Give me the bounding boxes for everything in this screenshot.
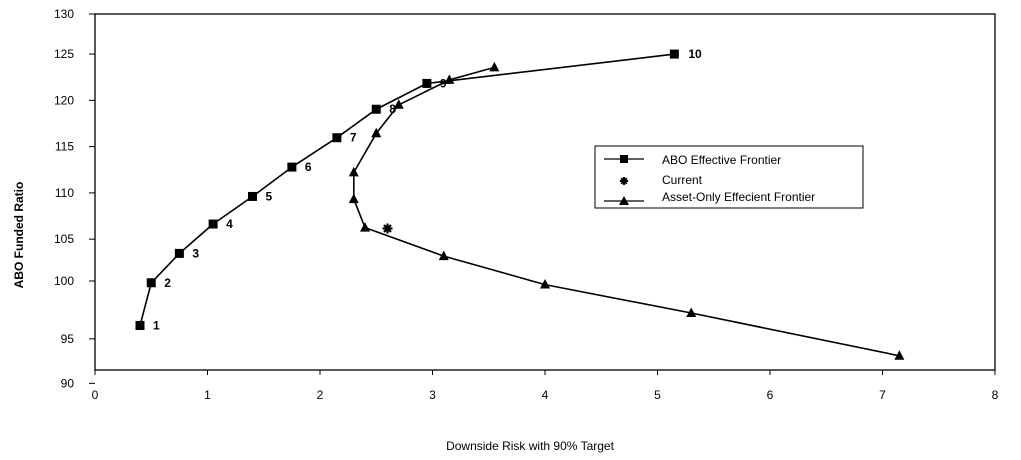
point-label: 4 <box>226 217 233 231</box>
abo-frontier-point <box>135 321 145 330</box>
x-tick-label: 0 <box>92 388 99 402</box>
y-tick-label: 130 <box>54 7 74 21</box>
x-tick-label: 2 <box>317 388 324 402</box>
current-point <box>382 223 393 234</box>
abo-frontier-line <box>139 53 675 326</box>
abo-frontier-point <box>248 191 257 201</box>
asset-only-frontier-point <box>444 74 455 84</box>
abo-frontier-point <box>422 78 432 88</box>
point-label: 7 <box>350 131 357 145</box>
asset-only-frontier-point <box>540 279 550 289</box>
x-tick-label: 4 <box>542 388 549 402</box>
y-tick-label: 90 <box>61 376 75 390</box>
x-tick-label: 5 <box>654 388 661 402</box>
y-tick-label: 100 <box>54 274 74 288</box>
asset-only-frontier-point <box>371 127 382 138</box>
y-tick-label: 120 <box>54 93 74 107</box>
abo-frontier-point <box>146 278 156 288</box>
asset-only-frontier-point <box>438 250 449 261</box>
x-tick-label: 1 <box>204 388 211 402</box>
y-tick-label: 110 <box>55 186 74 200</box>
point-label: 6 <box>305 160 312 174</box>
legend-marker-current <box>620 177 628 185</box>
x-tick-label: 8 <box>992 388 999 402</box>
asset-only-frontier-point <box>348 193 359 204</box>
abo-frontier-point <box>669 49 679 59</box>
point-label: 8 <box>389 102 396 116</box>
asset-only-frontier-line <box>353 66 900 357</box>
asset-only-frontier-point <box>894 350 905 360</box>
legend-label-asset: Asset-Only Effecient Frontier <box>662 190 815 204</box>
legend-label-abo: ABO Effective Frontier <box>662 153 781 167</box>
x-tick-label: 6 <box>767 388 774 402</box>
legend-box <box>594 145 864 209</box>
asset-only-frontier-point <box>489 61 500 72</box>
y-tick-label: 125 <box>54 47 74 61</box>
y-axis-label: ABO Funded Ratio <box>12 182 26 289</box>
asset-only-frontier-point <box>360 222 370 232</box>
legend-marker-asset <box>619 196 629 205</box>
x-tick-label: 3 <box>429 388 436 402</box>
y-tick-label: 105 <box>54 232 74 246</box>
asset-only-frontier-point <box>393 99 404 109</box>
point-label: 3 <box>192 246 199 260</box>
x-tick-label: 7 <box>879 388 886 402</box>
asset-only-frontier-point <box>348 166 359 177</box>
legend: ABO Effective Frontier Current Asset-Onl… <box>594 145 864 209</box>
y-tick-label: 115 <box>55 140 74 154</box>
abo-frontier-point <box>208 219 218 229</box>
asset-only-frontier-point <box>686 307 697 318</box>
y-tick-label: 95 <box>61 332 75 346</box>
point-labels: 1 2 3 4 5 6 7 8 9 10 <box>153 47 702 332</box>
abo-frontier-point <box>174 248 184 258</box>
legend-marker-abo <box>620 155 628 163</box>
point-label: 9 <box>440 76 447 90</box>
abo-frontier-point <box>287 162 297 172</box>
abo-frontier-point <box>371 104 381 114</box>
legend-label-current: Current <box>662 173 703 187</box>
abo-frontier-point <box>332 133 342 143</box>
point-label: 1 <box>153 319 160 333</box>
x-axis-label: Downside Risk with 90% Target <box>446 439 615 453</box>
point-label: 5 <box>266 189 273 203</box>
point-label: 10 <box>688 47 702 61</box>
data-markers <box>135 49 905 360</box>
point-label: 2 <box>164 276 171 290</box>
